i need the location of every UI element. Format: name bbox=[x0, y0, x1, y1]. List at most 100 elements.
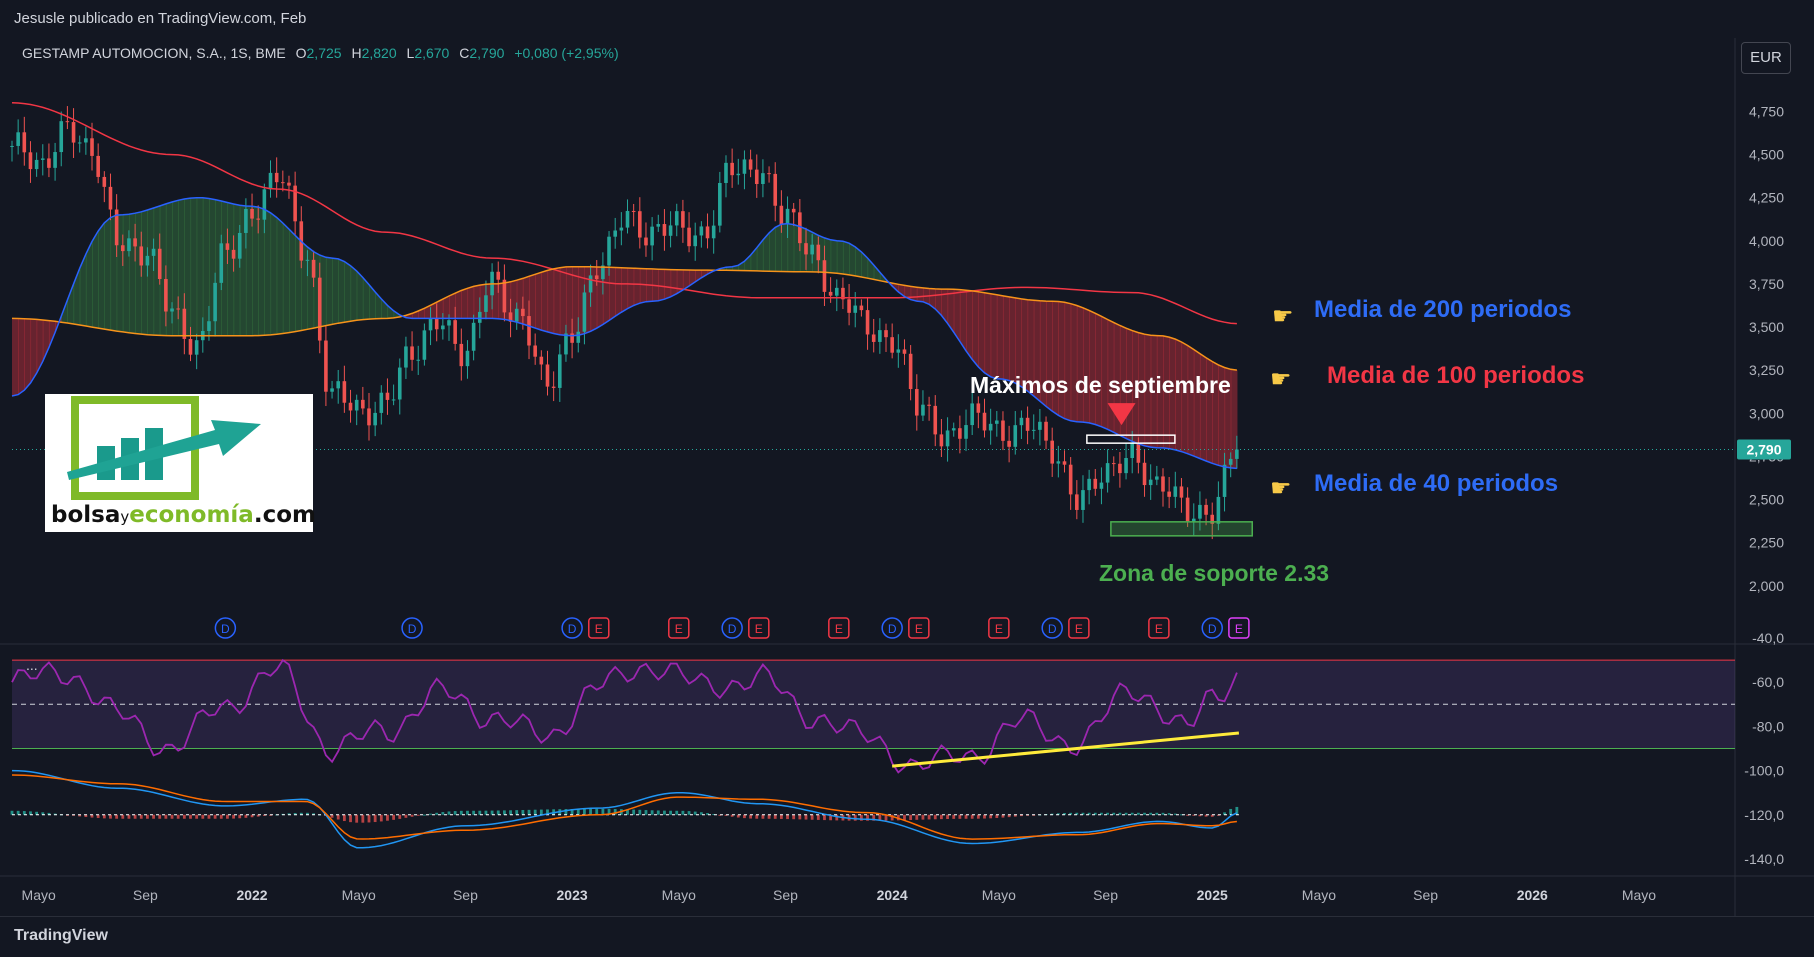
ma-fill-segment bbox=[24, 318, 32, 391]
candle-body bbox=[1087, 478, 1091, 491]
ma-fill-segment bbox=[1187, 345, 1195, 457]
candle-body bbox=[250, 208, 254, 219]
candle-body bbox=[785, 208, 790, 225]
ma-fill-segment bbox=[1150, 335, 1158, 448]
macd-hist-bar bbox=[650, 810, 654, 815]
macd-hist-bar bbox=[342, 814, 346, 822]
earnings-marker-label: E bbox=[835, 622, 843, 636]
o-value: 2,725 bbox=[307, 45, 342, 61]
ma-fill-segment bbox=[1058, 301, 1066, 419]
tradingview-brand[interactable]: TradingView bbox=[14, 927, 108, 944]
ma-fill-segment bbox=[387, 305, 395, 319]
candle-body bbox=[453, 320, 457, 344]
ma-fill-segment bbox=[288, 229, 296, 333]
hand-pointer-icon-200: ☛ bbox=[1272, 303, 1294, 330]
macd-hist-bar bbox=[1136, 812, 1140, 815]
macd-hist-bar bbox=[459, 810, 463, 815]
candle-body bbox=[902, 349, 907, 354]
candle-body bbox=[804, 243, 808, 255]
candle-body bbox=[564, 333, 568, 355]
candle-body bbox=[644, 237, 648, 246]
logo-word-bolsa: bolsa bbox=[51, 502, 121, 528]
candle-body bbox=[705, 226, 710, 239]
candle-body bbox=[631, 210, 636, 212]
candle-body bbox=[1118, 463, 1122, 474]
macd-hist-bar bbox=[1198, 814, 1202, 817]
ma-fill-segment bbox=[430, 302, 438, 319]
macd-hist-bar bbox=[632, 809, 636, 815]
ma-fill-segment bbox=[196, 197, 204, 336]
candle-body bbox=[244, 208, 248, 233]
ma-fill-segment bbox=[270, 212, 278, 335]
o-label: O bbox=[296, 45, 307, 61]
time-tick-label: 2025 bbox=[1197, 887, 1228, 903]
candle-body bbox=[773, 173, 778, 206]
macd-hist-bar bbox=[262, 814, 266, 816]
ma-fill-segment bbox=[639, 268, 647, 304]
candle-body bbox=[761, 173, 765, 184]
macd-hist-bar bbox=[509, 810, 512, 815]
candle-body bbox=[182, 308, 187, 339]
candle-body bbox=[348, 402, 353, 411]
logo-word-y: y bbox=[120, 508, 130, 526]
ma-fill-segment bbox=[48, 320, 56, 348]
macd-hist-bar bbox=[964, 814, 968, 819]
candle-body bbox=[884, 330, 888, 338]
candle-body bbox=[1001, 420, 1005, 441]
last-price-label: 2,790 bbox=[1746, 442, 1781, 458]
candle-body bbox=[311, 259, 316, 278]
oscillator-menu-dots[interactable]: ... bbox=[26, 657, 38, 673]
ma-fill-segment bbox=[473, 285, 481, 319]
ma-fill-segment bbox=[842, 241, 850, 275]
candle-body bbox=[514, 308, 519, 322]
candle-body bbox=[477, 311, 482, 323]
macd-hist-bar bbox=[429, 813, 432, 815]
macd-hist-bar bbox=[638, 809, 642, 815]
earnings-marker bbox=[588, 617, 610, 639]
candle-body bbox=[213, 282, 217, 322]
time-tick-label: Sep bbox=[453, 887, 478, 903]
candle-body bbox=[422, 330, 427, 360]
dividend-marker-label: D bbox=[1208, 622, 1217, 636]
candle-body bbox=[878, 330, 882, 342]
dividend-marker-label: D bbox=[728, 622, 737, 636]
candle-body bbox=[576, 331, 581, 343]
ma-fill-segment bbox=[1212, 361, 1219, 466]
ma-fill-segment bbox=[547, 268, 555, 334]
ma-fill-segment bbox=[245, 206, 253, 336]
ma-fill-segment bbox=[141, 210, 149, 335]
ma-fill-segment bbox=[621, 267, 629, 313]
earnings-marker-label: E bbox=[675, 622, 683, 636]
svg-text:☛: ☛ bbox=[1272, 303, 1294, 330]
candle-body bbox=[988, 423, 993, 431]
macd-hist-bar bbox=[693, 811, 697, 815]
ma-fill-segment bbox=[682, 269, 690, 291]
ma-fill-segment bbox=[1082, 307, 1090, 423]
macd-hist-bar bbox=[361, 814, 365, 823]
candle-body bbox=[730, 162, 734, 176]
ma-fill-segment bbox=[350, 265, 358, 322]
candle-body bbox=[71, 122, 76, 143]
candle-body bbox=[527, 316, 531, 346]
macd-hist-bar bbox=[164, 814, 168, 819]
macd-hist-bar bbox=[29, 811, 32, 815]
ma-fill-segment bbox=[830, 239, 838, 274]
candle-body bbox=[995, 420, 999, 424]
candle-body bbox=[890, 337, 894, 353]
macd-hist-bar bbox=[1192, 814, 1196, 816]
dividend-marker bbox=[401, 617, 423, 639]
chart-area[interactable]: D D D E E D E E D E E D E E D E 4,750 4,500 4,250 4,000 3,7… bbox=[0, 38, 1814, 916]
candle-body bbox=[736, 173, 741, 176]
candle-body bbox=[1081, 490, 1085, 510]
candle-body bbox=[1025, 417, 1030, 431]
earnings-marker-label: E bbox=[1155, 622, 1163, 636]
ma-fill-segment bbox=[202, 197, 210, 336]
candle-body bbox=[293, 185, 297, 222]
macd-hist-bar bbox=[933, 814, 937, 820]
ma-fill-segment bbox=[332, 258, 339, 325]
macd-hist-bar bbox=[213, 814, 217, 819]
macd-hist-bar bbox=[644, 810, 648, 815]
candle-body bbox=[176, 308, 180, 310]
currency-button[interactable]: EUR bbox=[1741, 42, 1791, 74]
